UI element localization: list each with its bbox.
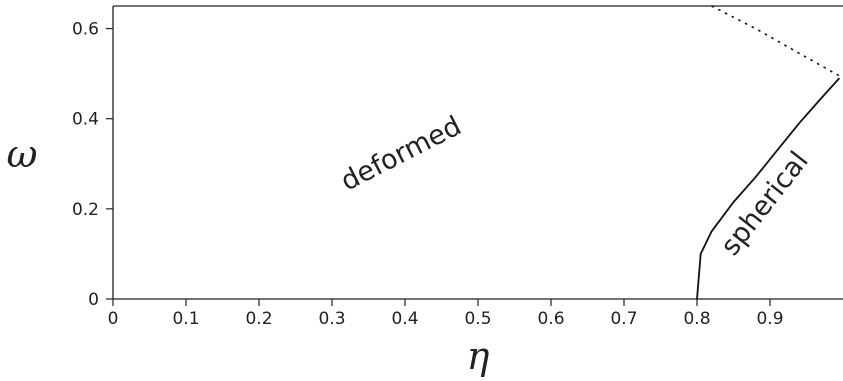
x-tick-label: 0.8 — [683, 309, 710, 329]
labels: η ω deformed spherical — [7, 111, 815, 378]
ticks: 0 0.1 0.2 0.3 0.4 0.5 0.6 0.7 0.8 0.9 0 0.2 0.4 0.6 — [72, 20, 784, 329]
y-tick-label: 0.6 — [72, 20, 99, 40]
x-tick-label: 0.4 — [391, 309, 418, 329]
y-tick-label: 0.4 — [72, 110, 99, 130]
region-label-deformed: deformed — [336, 111, 466, 198]
region-label-spherical: spherical — [715, 146, 815, 262]
dotted-boundary-line — [711, 5, 840, 77]
x-tick-label: 0.2 — [245, 309, 272, 329]
y-axis-label: ω — [7, 132, 38, 176]
series — [696, 5, 841, 300]
x-axis-label: η — [467, 334, 490, 378]
x-tick-label: 0.1 — [172, 309, 199, 329]
y-tick-label: 0.2 — [72, 200, 99, 220]
x-tick-label: 0.3 — [318, 309, 345, 329]
solid-boundary-line — [696, 77, 841, 300]
x-tick-label: 0.6 — [537, 309, 564, 329]
x-tick-label: 0.5 — [464, 309, 491, 329]
y-tick-label: 0 — [88, 290, 99, 310]
x-tick-label: 0 — [108, 309, 119, 329]
x-tick-label: 0.7 — [610, 309, 637, 329]
x-tick-label: 0.9 — [756, 309, 783, 329]
